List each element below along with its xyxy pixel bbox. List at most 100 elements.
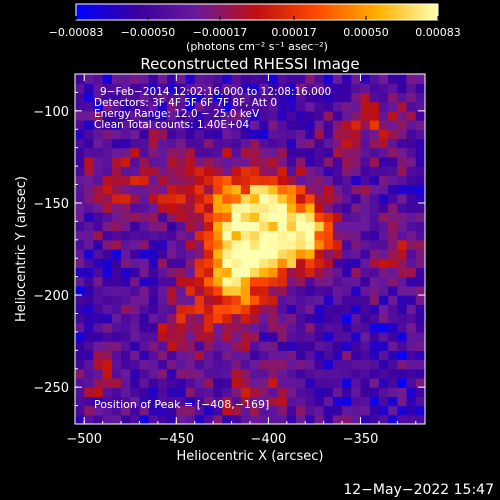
heatmap-cell <box>93 341 104 351</box>
heatmap-cell <box>406 331 417 342</box>
heatmap-cell <box>139 83 150 94</box>
heatmap-cell <box>130 193 141 204</box>
heatmap-cell <box>167 387 177 397</box>
heatmap-cell <box>157 110 168 121</box>
heatmap-cell <box>332 368 343 379</box>
heatmap-cell <box>286 239 297 250</box>
heatmap-cell <box>102 138 113 149</box>
heatmap-cell <box>75 129 85 140</box>
heatmap-cell <box>102 193 113 204</box>
heatmap-cell <box>286 156 297 167</box>
heatmap-cell <box>93 193 104 204</box>
heatmap-cell <box>213 193 223 204</box>
heatmap-cell <box>296 120 306 130</box>
heatmap-cell <box>305 276 316 287</box>
heatmap-cell <box>130 387 141 397</box>
heatmap-cell <box>213 184 223 195</box>
heatmap-cell <box>167 212 177 222</box>
heatmap-cell <box>203 249 214 259</box>
heatmap-cell <box>314 313 325 324</box>
heatmap-cell <box>176 267 187 278</box>
heatmap-cell <box>139 129 150 140</box>
heatmap-cell <box>93 184 104 195</box>
heatmap-cell <box>240 120 251 130</box>
heatmap-cell <box>268 276 279 287</box>
heatmap-cell <box>75 138 85 149</box>
heatmap-cell <box>397 120 408 130</box>
heatmap-cell <box>378 377 389 388</box>
heatmap-cell <box>314 414 325 424</box>
heatmap-cell <box>296 313 306 324</box>
heatmap-cell <box>415 110 425 121</box>
heatmap-cell <box>130 74 141 84</box>
heatmap-cell <box>296 414 306 424</box>
heatmap-cell <box>314 249 325 259</box>
heatmap-cell <box>148 83 159 94</box>
heatmap-cell <box>296 276 306 287</box>
heatmap-cell <box>130 322 141 333</box>
heatmap-cell <box>93 147 104 158</box>
colorbar-tick-label: 0.00050 <box>343 26 389 39</box>
heatmap-cell <box>102 156 113 167</box>
heatmap-cell <box>259 92 270 103</box>
heatmap-cell <box>194 92 205 103</box>
heatmap-cell <box>111 193 122 204</box>
heatmap-cell <box>167 249 177 259</box>
heatmap-cell <box>378 184 389 195</box>
y-tick-label: −200 <box>33 289 69 304</box>
heatmap-cell <box>406 221 417 232</box>
heatmap-cell <box>286 285 297 296</box>
heatmap-cell <box>121 341 131 351</box>
heatmap-cell <box>406 110 417 121</box>
heatmap-cell <box>397 110 408 121</box>
heatmap-cell <box>139 101 150 112</box>
heatmap-cell <box>323 396 334 407</box>
heatmap-cell <box>332 138 343 149</box>
heatmap-cell <box>351 212 362 222</box>
heatmap-cell <box>351 359 362 370</box>
heatmap-cell <box>231 285 242 296</box>
heatmap-cell <box>130 313 141 324</box>
heatmap-cell <box>84 221 95 232</box>
heatmap-cell <box>332 184 343 195</box>
heatmap-cell <box>222 322 233 333</box>
heatmap-cell <box>250 239 260 250</box>
heatmap-cell <box>121 304 131 315</box>
heatmap-cell <box>342 405 352 416</box>
heatmap-cell <box>342 230 352 241</box>
heatmap-cell <box>93 249 104 259</box>
heatmap-cell <box>259 230 270 241</box>
heatmap-cell <box>121 156 131 167</box>
heatmap-cell <box>305 138 316 149</box>
heatmap-cell <box>415 193 425 204</box>
heatmap-cell <box>378 230 389 241</box>
heatmap-cell <box>148 387 159 397</box>
heatmap-cell <box>121 258 131 269</box>
colorbar-tick-label: −0.00017 <box>193 26 248 39</box>
heatmap-cell <box>369 249 380 259</box>
heatmap-cell <box>167 239 177 250</box>
heatmap-cell <box>250 322 260 333</box>
heatmap-cell <box>213 350 223 361</box>
heatmap-cell <box>378 396 389 407</box>
heatmap-cell <box>305 258 316 269</box>
heatmap-cell <box>415 249 425 259</box>
heatmap-cell <box>194 110 205 121</box>
heatmap-cell <box>231 304 242 315</box>
heatmap-cell <box>130 83 141 94</box>
heatmap-cell <box>406 414 417 424</box>
heatmap-cell <box>369 166 380 176</box>
heatmap-cell <box>314 129 325 140</box>
heatmap-cell <box>84 166 95 176</box>
heatmap-cell <box>148 230 159 241</box>
heatmap-cell <box>296 267 306 278</box>
heatmap-cell <box>213 341 223 351</box>
heatmap-cell <box>277 166 288 176</box>
heatmap-cell <box>240 74 251 84</box>
heatmap-cell <box>332 202 343 213</box>
heatmap-cell <box>305 92 316 103</box>
heatmap-cell <box>185 405 196 416</box>
heatmap-cell <box>121 267 131 278</box>
heatmap-cell <box>139 230 150 241</box>
heatmap-cell <box>139 166 150 176</box>
